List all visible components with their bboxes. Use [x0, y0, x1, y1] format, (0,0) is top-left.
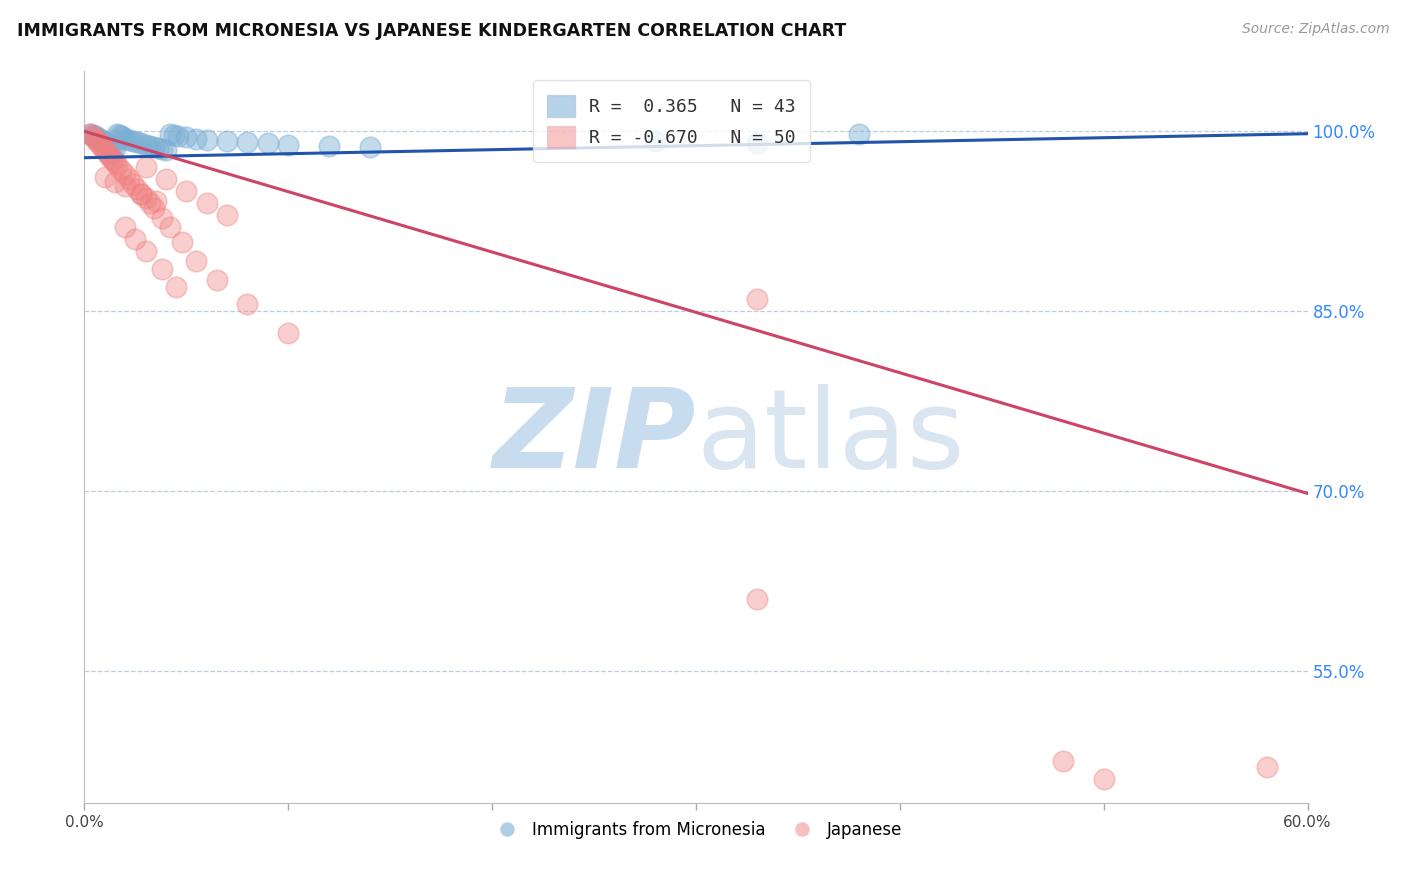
Point: [122, 177, 145, 191]
Point: [644, 134, 666, 148]
Point: [110, 129, 132, 144]
Point: [146, 141, 169, 155]
Legend: Immigrants from Micronesia, Japanese: Immigrants from Micronesia, Japanese: [484, 814, 908, 846]
Point: [100, 151, 122, 165]
Point: [236, 135, 259, 149]
Text: IMMIGRANTS FROM MICRONESIA VS JAPANESE KINDERGARTEN CORRELATION CHART: IMMIGRANTS FROM MICRONESIA VS JAPANESE K…: [17, 22, 846, 40]
Point: [86, 134, 108, 148]
Point: [195, 133, 218, 147]
Point: [87, 136, 110, 151]
Point: [1092, 772, 1115, 786]
Point: [82, 129, 104, 144]
Point: [165, 280, 187, 294]
Point: [174, 130, 197, 145]
Point: [104, 141, 127, 155]
Point: [90, 138, 112, 153]
Point: [135, 137, 157, 152]
Point: [118, 133, 141, 147]
Point: [86, 130, 108, 145]
Text: atlas: atlas: [696, 384, 965, 491]
Point: [114, 179, 136, 194]
Point: [97, 137, 120, 152]
Point: [118, 172, 141, 186]
Point: [217, 134, 239, 148]
Point: [83, 129, 105, 144]
Point: [114, 131, 136, 145]
Point: [747, 136, 769, 151]
Point: [1256, 760, 1278, 774]
Point: [87, 131, 110, 145]
Point: [90, 133, 112, 147]
Point: [747, 591, 769, 606]
Point: [195, 196, 218, 211]
Point: [112, 130, 135, 145]
Text: Source: ZipAtlas.com: Source: ZipAtlas.com: [1241, 22, 1389, 37]
Point: [155, 144, 177, 158]
Point: [174, 184, 197, 198]
Point: [257, 136, 280, 151]
Point: [101, 140, 124, 154]
Point: [105, 127, 128, 141]
Point: [1052, 754, 1074, 768]
Point: [747, 292, 769, 306]
Point: [277, 326, 299, 340]
Point: [127, 182, 149, 196]
Point: [145, 194, 167, 208]
Point: [93, 135, 115, 149]
Point: [124, 232, 146, 246]
Point: [114, 168, 136, 182]
Point: [167, 129, 190, 144]
Point: [127, 135, 149, 149]
Point: [114, 220, 136, 235]
Point: [277, 137, 299, 152]
Point: [82, 128, 104, 142]
Point: [159, 220, 181, 235]
Point: [135, 244, 157, 259]
Point: [163, 128, 186, 142]
Point: [104, 155, 127, 169]
Point: [186, 131, 208, 145]
Point: [105, 158, 128, 172]
Point: [79, 127, 101, 141]
Point: [93, 144, 115, 158]
Point: [131, 136, 153, 151]
Point: [83, 131, 105, 145]
Point: [138, 196, 160, 211]
Point: [172, 235, 194, 249]
Point: [142, 201, 165, 215]
Point: [131, 186, 153, 201]
Point: [91, 134, 114, 148]
Point: [318, 138, 340, 153]
Text: ZIP: ZIP: [492, 384, 696, 491]
Point: [359, 140, 381, 154]
Point: [150, 211, 173, 225]
Point: [217, 208, 239, 222]
Point: [205, 273, 228, 287]
Point: [159, 127, 181, 141]
Point: [104, 175, 127, 189]
Point: [155, 172, 177, 186]
Point: [142, 140, 165, 154]
Point: [79, 127, 101, 141]
Point: [110, 162, 132, 177]
Point: [97, 148, 120, 162]
Point: [96, 136, 118, 151]
Point: [108, 128, 131, 142]
Point: [91, 141, 114, 155]
Point: [100, 138, 122, 153]
Point: [122, 134, 145, 148]
Point: [135, 161, 157, 175]
Point: [131, 186, 153, 201]
Point: [236, 297, 259, 311]
Point: [101, 153, 124, 167]
Point: [848, 127, 870, 141]
Point: [150, 142, 173, 156]
Point: [150, 262, 173, 277]
Point: [96, 145, 118, 160]
Point: [138, 138, 160, 153]
Point: [186, 253, 208, 268]
Point: [135, 191, 157, 205]
Point: [93, 169, 115, 184]
